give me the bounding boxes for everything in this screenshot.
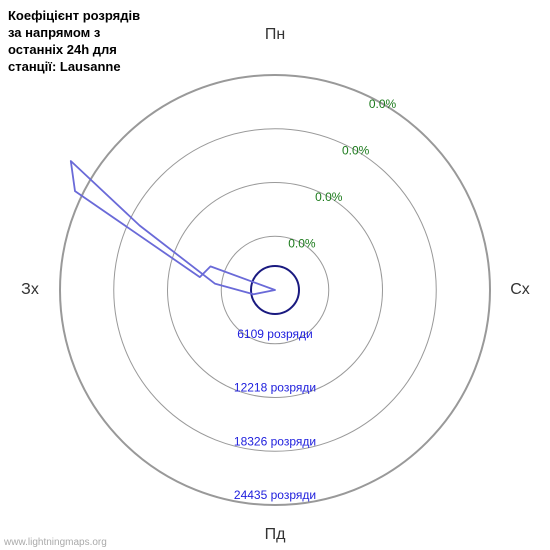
dir-label-west: Зх bbox=[21, 281, 39, 299]
footer-link: www.lightningmaps.org bbox=[4, 537, 107, 548]
dir-label-north: Пн bbox=[265, 26, 285, 44]
data-polygon bbox=[71, 161, 275, 294]
ring-percent-label: 0.0% bbox=[288, 236, 316, 250]
chart-title: Коефіцієнт розрядів за напрямом з останн… bbox=[8, 8, 148, 76]
ring-count-label: 12218 розряди bbox=[234, 381, 316, 395]
dir-label-east: Сх bbox=[510, 281, 530, 299]
dir-label-south: Пд bbox=[265, 526, 286, 544]
ring-percent-label: 0.0% bbox=[342, 143, 370, 157]
polar-chart: 0.0% 6109 розряди 0.0% 12218 розряди 0.0% 183… bbox=[0, 0, 550, 550]
ring-percent-label: 0.0% bbox=[315, 190, 343, 204]
ring-count-label: 6109 розряди bbox=[237, 327, 313, 341]
ring-count-label: 18326 розряди bbox=[234, 434, 316, 448]
ring-percent-label: 0.0% bbox=[369, 97, 397, 111]
ring-count-label: 24435 розряди bbox=[234, 488, 316, 502]
